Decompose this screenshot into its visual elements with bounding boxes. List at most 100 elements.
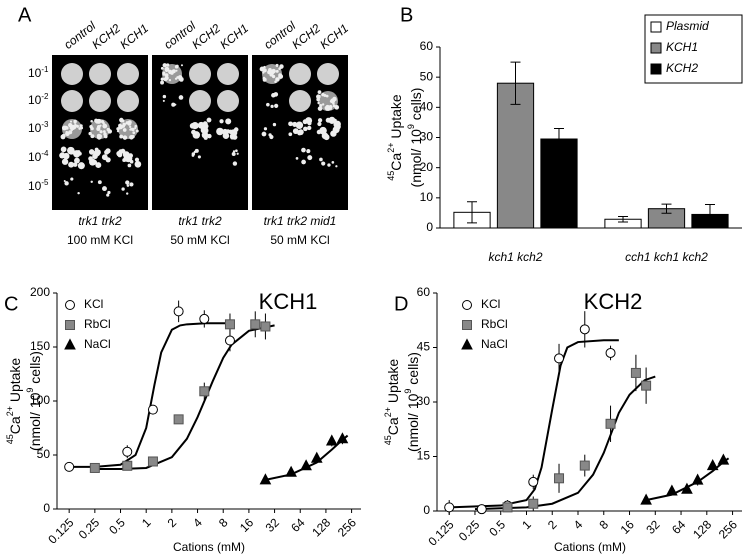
colony-dot	[317, 118, 323, 123]
error-bar	[553, 127, 564, 151]
colony-dot	[332, 104, 336, 108]
colony-dot	[332, 102, 335, 105]
colony-dot	[274, 103, 279, 109]
x-tick-label: 0.25	[456, 517, 483, 544]
data-point	[554, 473, 565, 484]
colony-dot	[63, 179, 66, 182]
data-point	[630, 367, 641, 378]
text-segment: 10	[28, 93, 42, 107]
data-point	[666, 484, 678, 496]
text-segment: 2+	[386, 143, 396, 153]
colony-dot	[89, 124, 93, 129]
colony-dot	[278, 74, 284, 79]
colony-dot	[201, 128, 206, 133]
colony-dot	[74, 157, 80, 164]
colony-spot	[89, 63, 111, 85]
colony-dot	[60, 146, 67, 153]
colony-spot	[61, 90, 83, 112]
y-tick-label: 150	[30, 339, 50, 353]
dilution-label: 10-2	[28, 92, 49, 108]
colony-dot	[317, 121, 322, 127]
colony-dot	[96, 133, 101, 138]
y-tick-label: 15	[417, 449, 431, 463]
text-segment: 9	[406, 124, 416, 129]
colony-dot	[330, 130, 337, 137]
x-tick-label: 128	[309, 515, 333, 539]
legend-marker	[462, 320, 472, 330]
colony-dot	[64, 181, 69, 186]
data-point	[476, 504, 487, 515]
x-tick-label: 256	[335, 515, 359, 539]
x-tick-label: 64	[669, 517, 689, 537]
legend-label: KCH2	[666, 61, 698, 75]
colony-dot	[203, 135, 208, 140]
colony-dot	[230, 135, 234, 140]
colony-dot	[192, 131, 201, 139]
data-point	[502, 502, 513, 513]
colony-spot	[89, 90, 111, 112]
dilution-label: 10-1	[28, 65, 49, 81]
legend-label: RbCl	[481, 317, 508, 331]
colony-dot	[174, 77, 178, 80]
data-point	[691, 473, 704, 485]
colony-dot	[102, 130, 106, 133]
strain-label: KCH1	[117, 21, 151, 52]
x-tick-label: 8	[216, 515, 231, 530]
text-segment: 10	[28, 150, 42, 164]
y-tick-label: 30	[420, 130, 434, 144]
colony-dot	[333, 121, 341, 128]
colony-dot	[231, 152, 236, 157]
data-point	[640, 493, 652, 505]
colony-dot	[125, 180, 130, 185]
data-point	[250, 319, 261, 330]
error-bar	[510, 61, 521, 105]
legend-label: KCH1	[666, 40, 698, 54]
colony-dot	[162, 94, 167, 99]
colony-dot	[328, 116, 336, 124]
colony-spot	[117, 63, 139, 85]
colony-dot	[160, 77, 164, 81]
colony-dot	[162, 99, 165, 102]
colony-dot	[126, 184, 130, 187]
colony-dot	[331, 161, 335, 164]
colony-dot	[106, 193, 110, 197]
text-segment: Uptake	[7, 358, 23, 406]
text-segment: 45	[5, 434, 15, 444]
colony-spot	[61, 63, 83, 85]
colony-dot	[206, 117, 212, 123]
colony-dot	[295, 157, 299, 160]
colony-dot	[303, 126, 308, 132]
fit-curve	[474, 375, 656, 511]
text-segment: 10	[28, 121, 42, 135]
error-bar	[661, 203, 672, 214]
colony-dot	[119, 117, 124, 123]
colony-dot	[99, 130, 103, 134]
y-tick-label: 20	[420, 160, 434, 174]
colony-dot	[275, 77, 280, 82]
dilution-label: 10-3	[28, 120, 49, 136]
colony-dot	[108, 130, 112, 134]
data-point	[224, 319, 235, 330]
condition: 50 mM KCl	[270, 233, 329, 247]
text-segment: cells)	[27, 351, 43, 388]
colony-spot	[217, 90, 239, 112]
colony-dot	[297, 123, 302, 127]
data-point	[336, 432, 349, 444]
data-point	[717, 453, 730, 465]
data-point	[64, 461, 75, 472]
colony-dot	[75, 124, 79, 128]
error-bar	[618, 216, 629, 223]
text-segment: Uptake	[388, 94, 404, 142]
data-point	[300, 459, 312, 471]
colony-dot	[130, 127, 133, 130]
colony-dot	[171, 102, 176, 107]
text-segment: -3	[41, 120, 49, 129]
colony-dot	[328, 105, 333, 109]
colony-dot	[126, 192, 129, 195]
colony-dot	[105, 148, 111, 154]
data-point	[579, 460, 590, 471]
text-segment: 45	[383, 435, 393, 445]
colony-dot	[102, 123, 108, 129]
data-point	[199, 313, 210, 324]
data-point	[605, 418, 616, 429]
